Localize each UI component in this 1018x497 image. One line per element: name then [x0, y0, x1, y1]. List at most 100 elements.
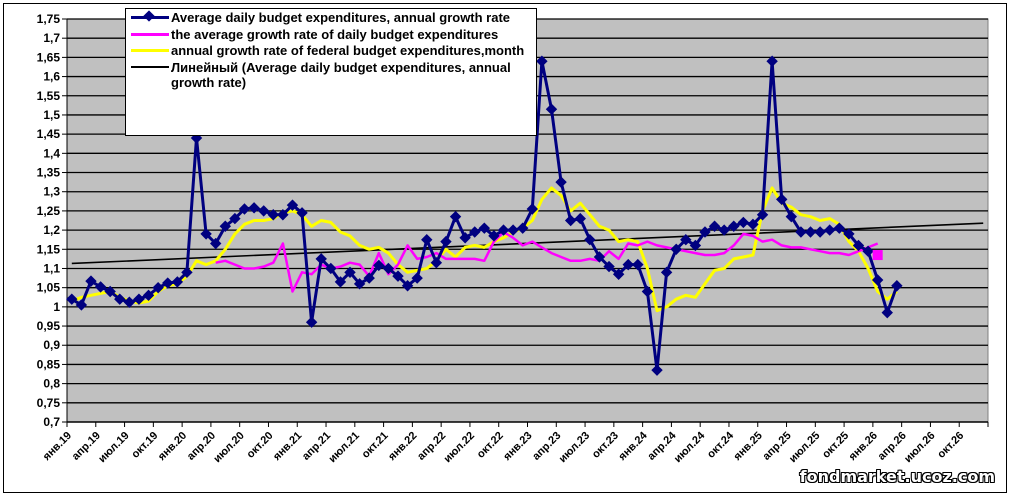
x-tick-label: янв.23 [501, 430, 534, 463]
legend: Average daily budget expenditures, annua… [125, 8, 537, 136]
data-point-marker [142, 289, 155, 302]
legend-item-trend: Линейный (Average daily budget expenditu… [126, 60, 536, 91]
x-tick-label: июл.22 [442, 430, 477, 465]
data-point-marker [871, 274, 884, 286]
data-point-marker [373, 259, 385, 272]
y-tick-label: 1,2 [43, 223, 60, 237]
legend-swatch-yellow [131, 49, 169, 52]
data-point-marker [421, 233, 433, 246]
y-tick-label: 1 [53, 300, 60, 314]
series-line-federal-budget-growth [71, 186, 898, 313]
data-point-marker [449, 210, 462, 223]
legend-label: the average growth rate of daily budget … [171, 26, 499, 42]
data-point-marker [171, 276, 184, 288]
data-point-marker [104, 285, 116, 298]
data-point-marker [238, 203, 251, 215]
data-point-marker [766, 55, 778, 67]
data-point-marker [833, 222, 846, 234]
x-tick-label: июл.19 [96, 430, 131, 465]
x-tick-label: окт.19 [129, 430, 160, 461]
data-point-marker [776, 193, 788, 206]
x-tick-label: янв.26 [847, 430, 880, 463]
data-point-marker [881, 306, 893, 319]
data-point-marker [401, 280, 414, 292]
x-tick-label: окт.26 [935, 430, 966, 461]
data-point-marker [286, 199, 299, 211]
data-point-marker [536, 55, 548, 67]
data-point-marker [162, 277, 174, 289]
data-point-marker [392, 270, 404, 282]
y-tick-label: 1,65 [37, 50, 61, 64]
data-point-marker [257, 205, 270, 217]
data-point-marker [382, 262, 395, 275]
data-point-marker [756, 209, 769, 221]
legend-label: Average daily budget expenditures, annua… [171, 10, 511, 25]
y-tick-label: 1,6 [43, 70, 60, 84]
data-point-marker [219, 220, 232, 232]
x-tick-label: июл.26 [902, 430, 937, 465]
data-point-marker [632, 258, 644, 271]
y-tick-label: 1,75 [37, 12, 61, 26]
data-point-marker [75, 299, 88, 311]
x-tick-label: янв.21 [271, 430, 304, 463]
data-point-marker [114, 293, 126, 305]
watermark: fondmarket.ucoz.com [799, 467, 995, 486]
data-point-marker [852, 239, 865, 252]
y-tick-label: 0,7 [43, 415, 60, 429]
x-tick-label: июл.20 [211, 430, 246, 465]
data-point-marker [718, 224, 730, 236]
data-point-marker [363, 272, 375, 284]
data-point-marker [507, 224, 519, 236]
data-point-marker [823, 224, 836, 236]
data-point-marker [200, 228, 212, 240]
data-point-marker [728, 220, 740, 232]
legend-swatch-magenta [131, 32, 169, 36]
data-point-marker [737, 216, 750, 229]
data-point-marker [680, 233, 692, 246]
data-point-marker [344, 266, 356, 279]
data-point-marker [526, 203, 539, 215]
data-point-marker [747, 218, 759, 231]
data-point-marker [488, 230, 500, 242]
data-point-marker [804, 226, 817, 238]
data-point-marker [651, 364, 663, 376]
y-tick-label: 1,3 [43, 185, 60, 199]
data-point-marker [584, 233, 596, 246]
x-axis: янв.19апр.19июл.19окт.19янв.20апр.20июл.… [41, 421, 989, 465]
data-point-marker [469, 226, 481, 238]
y-tick-label: 0,8 [43, 377, 60, 391]
x-tick-label: окт.20 [245, 430, 276, 461]
series-layer [66, 55, 984, 376]
y-tick-label: 1,45 [37, 127, 61, 141]
x-tick-label: окт.25 [820, 430, 851, 461]
data-point-marker [478, 222, 491, 234]
data-point-marker [430, 257, 443, 269]
data-point-marker [612, 268, 625, 280]
data-point-marker [325, 262, 337, 275]
y-tick-label: 1,7 [43, 31, 60, 45]
data-point-marker [593, 251, 606, 263]
data-point-marker [843, 228, 855, 240]
data-point-marker [622, 258, 634, 271]
y-tick-label: 1,25 [37, 204, 61, 218]
data-point-marker [267, 209, 279, 221]
data-point-marker [248, 202, 260, 214]
x-tick-label: июл.21 [326, 430, 361, 465]
y-tick-label: 1,35 [37, 166, 61, 180]
diamond-marker-icon [143, 10, 155, 22]
y-tick-label: 1,15 [37, 242, 61, 256]
y-tick-label: 0,95 [37, 319, 61, 333]
data-point-marker [699, 226, 711, 238]
data-point-marker [152, 281, 164, 294]
data-point-marker [315, 253, 327, 265]
x-tick-label: янв.25 [732, 430, 765, 463]
data-point-marker [353, 278, 366, 290]
y-tick-label: 1,5 [43, 108, 60, 122]
x-tick-label: янв.24 [616, 429, 650, 463]
x-tick-label: янв.22 [386, 430, 419, 463]
x-tick-label: окт.21 [360, 430, 391, 461]
data-point-marker [574, 212, 586, 225]
data-point-marker [411, 272, 423, 284]
legend-swatch-black [131, 65, 169, 68]
data-point-marker [85, 275, 97, 287]
